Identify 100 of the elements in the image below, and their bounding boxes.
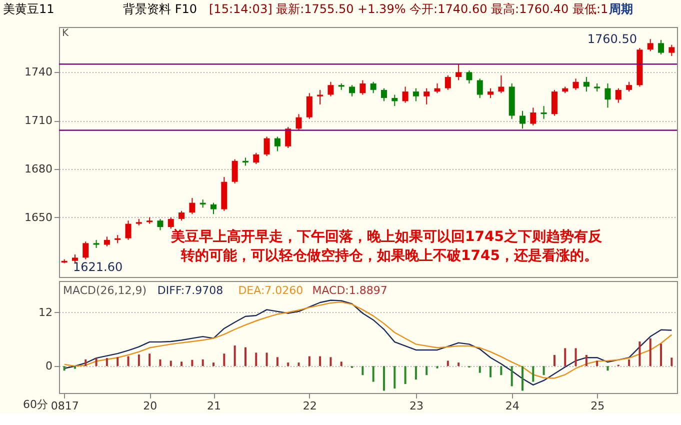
- bar: [606, 366, 609, 371]
- bar: [478, 366, 481, 373]
- candlestick: [317, 89, 324, 105]
- bar: [510, 366, 513, 386]
- x-tick-label: 20: [143, 400, 158, 412]
- chart-title: MACD(26,12,9): [63, 284, 147, 297]
- candlestick: [583, 76, 590, 92]
- candlestick: [157, 218, 164, 231]
- candlestick: [253, 152, 260, 165]
- candlestick: [488, 88, 494, 98]
- text: 60分: [23, 398, 48, 411]
- bar: [191, 360, 194, 366]
- candlestick: [178, 210, 185, 222]
- chart-title: 美黄豆11: [3, 2, 54, 16]
- x-tick-label: 22: [302, 400, 317, 412]
- bar: [490, 366, 492, 378]
- bar: [628, 359, 630, 366]
- text: MACD:1.8897: [312, 284, 388, 297]
- candlestick: [380, 88, 387, 102]
- bar: [74, 366, 76, 369]
- bar: [340, 362, 342, 366]
- bar: [382, 366, 385, 391]
- text: 背景资料 F10: [123, 2, 197, 16]
- candlestick: [274, 136, 280, 152]
- candlestick: [647, 38, 654, 52]
- bar: [522, 366, 524, 391]
- candlestick: [285, 126, 292, 148]
- annotation: 1760.50: [587, 32, 637, 46]
- x-tick-label: 0817: [50, 400, 79, 412]
- bar: [670, 358, 673, 366]
- bar: [63, 366, 66, 371]
- candlestick: [626, 81, 632, 92]
- x-tick-label: 25: [590, 400, 605, 412]
- candlestick: [264, 136, 270, 157]
- candlestick: [82, 241, 89, 260]
- bar: [319, 356, 322, 366]
- bar: [244, 347, 246, 366]
- bar: [255, 352, 258, 366]
- annotation: 转的可能，可以轻仓做空持仓，如果晚上不破1745，还是看涨的。: [180, 247, 598, 264]
- candlestick: [360, 80, 366, 96]
- candlestick: [232, 158, 238, 184]
- candlestick: [210, 202, 216, 215]
- y-tick-label: 1740: [24, 66, 52, 79]
- y-tick-label: 12: [38, 306, 52, 319]
- text: 周期: [608, 2, 633, 16]
- bar: [234, 346, 236, 366]
- candlestick: [328, 81, 334, 97]
- candlestick: [189, 197, 196, 215]
- candlestick: [402, 86, 408, 104]
- annotation: 1621.60: [73, 260, 123, 274]
- candlestick: [104, 236, 110, 247]
- bar: [553, 354, 556, 366]
- candlestick: [572, 78, 579, 90]
- bar: [638, 341, 641, 366]
- bar: [596, 360, 598, 366]
- bar: [362, 366, 364, 376]
- bar: [202, 359, 204, 366]
- bar: [106, 358, 108, 366]
- bar: [394, 366, 396, 389]
- x-tick-label: 24: [505, 400, 520, 412]
- bar: [116, 357, 119, 366]
- bar: [414, 366, 417, 380]
- candlestick: [520, 110, 526, 130]
- bar: [223, 354, 226, 366]
- candlestick: [498, 74, 504, 94]
- bar: [308, 356, 310, 366]
- bar: [446, 360, 449, 366]
- candlestick: [540, 106, 547, 120]
- bar: [212, 362, 214, 366]
- chart-subtitle: [15:14:03] 最新:1755.50 +1.39% 今开:1740.60 最高:1760.40 最低:1: [209, 2, 608, 16]
- candlestick: [551, 89, 558, 116]
- bar: [500, 366, 502, 376]
- candlestick: [296, 114, 302, 131]
- bar: [458, 362, 460, 366]
- candlestick: [424, 88, 430, 105]
- candlestick: [392, 94, 398, 107]
- candlestick: [306, 92, 312, 120]
- x-tick-label: 23: [409, 400, 424, 412]
- bar: [138, 354, 140, 366]
- candlestick: [456, 64, 462, 81]
- y-tick-label: 1710: [24, 114, 52, 128]
- bar: [180, 362, 183, 366]
- bar: [298, 362, 300, 366]
- bar: [404, 366, 406, 384]
- bar: [585, 354, 588, 366]
- candlestick: [370, 81, 376, 94]
- bar: [426, 366, 428, 376]
- series-label: DEA:7.0260: [238, 284, 304, 297]
- bar: [84, 359, 87, 366]
- bar: [660, 344, 662, 366]
- candlestick: [604, 82, 611, 108]
- bar: [287, 362, 290, 366]
- candlestick: [412, 88, 419, 102]
- bar: [159, 359, 162, 366]
- bar: [95, 358, 98, 366]
- bar: [170, 360, 172, 366]
- bar: [649, 338, 652, 366]
- candlestick: [434, 82, 440, 94]
- bar: [372, 366, 374, 382]
- y-tick-label: 1680: [24, 162, 52, 176]
